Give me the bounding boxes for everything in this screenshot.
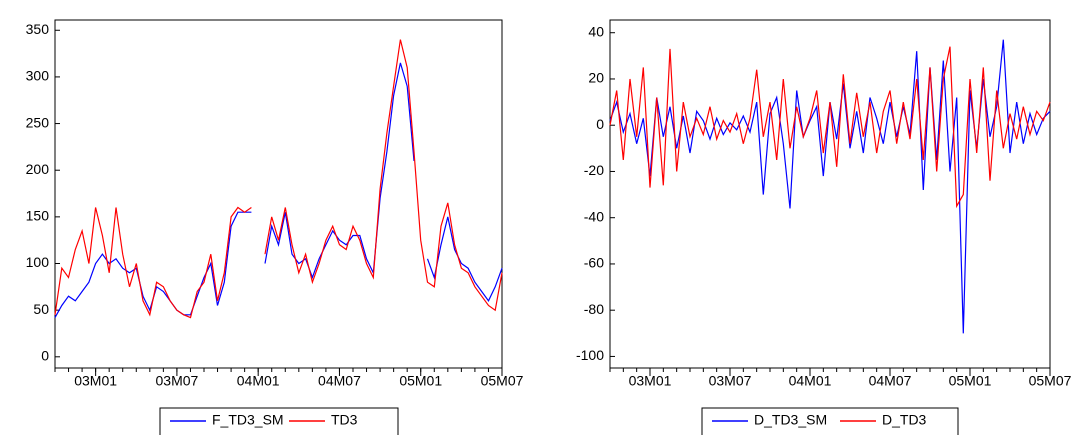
x-tick-label: 05M01 (399, 373, 442, 389)
y-tick-label: -60 (584, 255, 604, 271)
x-tick-label: 03M01 (74, 373, 117, 389)
x-tick-label: 05M01 (949, 373, 992, 389)
y-tick-label: -80 (584, 301, 604, 317)
y-tick-label: -20 (584, 162, 604, 178)
plot-frame (54, 19, 503, 369)
y-tick-label: 100 (26, 254, 50, 270)
y-tick-label: 300 (26, 68, 50, 84)
y-tick-label: 350 (26, 21, 50, 37)
x-tick-label: 04M07 (869, 373, 912, 389)
x-tick-label: 05M07 (1029, 373, 1072, 389)
y-tick-label: 20 (588, 70, 604, 86)
legend-label: F_TD3_SM (212, 412, 284, 428)
series-line (54, 39, 503, 319)
x-tick-label: 04M07 (318, 373, 361, 389)
y-tick-label: -40 (584, 208, 604, 224)
plot-frame (609, 19, 1051, 369)
legend-label: D_TD3_SM (754, 412, 827, 428)
x-tick-label: 04M01 (237, 373, 280, 389)
legend-label: TD3 (331, 412, 358, 428)
legend-label: D_TD3 (882, 412, 927, 428)
y-tick-label: 200 (26, 161, 50, 177)
y-tick-label: 0 (41, 348, 49, 364)
y-tick-label: 50 (33, 301, 49, 317)
y-tick-label: 150 (26, 208, 50, 224)
legend-box (701, 407, 959, 435)
y-tick-label: 250 (26, 114, 50, 130)
y-tick-label: 40 (588, 23, 604, 39)
y-tick-label: -100 (576, 347, 604, 363)
x-tick-label: 03M07 (156, 373, 199, 389)
x-tick-label: 05M07 (481, 373, 524, 389)
x-tick-label: 03M01 (629, 373, 672, 389)
x-tick-label: 04M01 (789, 373, 832, 389)
series-line (609, 46, 1051, 209)
y-tick-label: 0 (596, 116, 604, 132)
x-tick-label: 03M07 (709, 373, 752, 389)
